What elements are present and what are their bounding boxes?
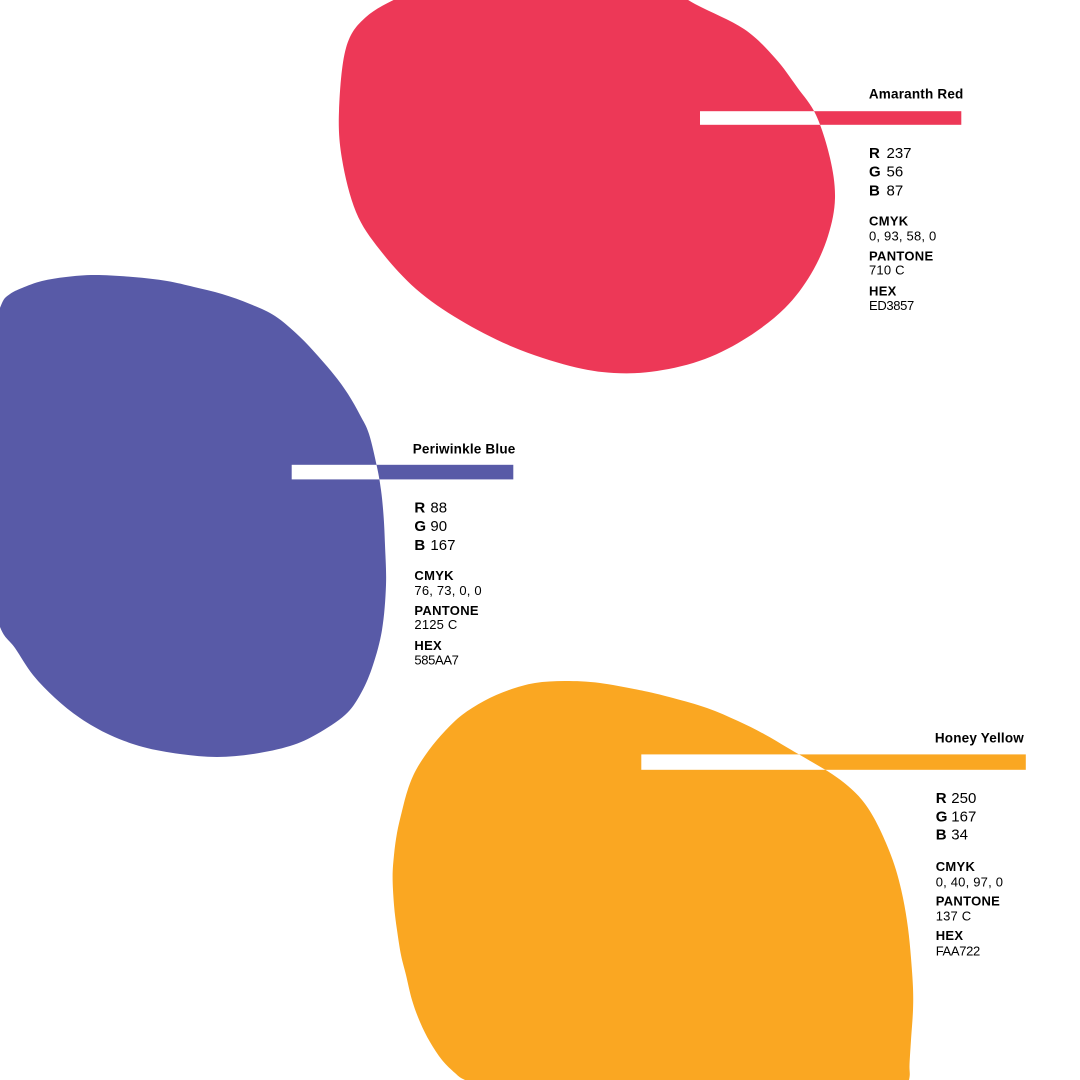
svg-text:585AA7: 585AA7	[414, 653, 458, 668]
svg-text:CMYK: CMYK	[869, 214, 909, 229]
svg-text:PANTONE: PANTONE	[414, 603, 478, 618]
svg-text:Honey Yellow: Honey Yellow	[935, 730, 1024, 745]
svg-text:FAA722: FAA722	[936, 944, 980, 959]
svg-text:710 C: 710 C	[869, 263, 905, 278]
svg-text:R88: R 88	[414, 499, 447, 516]
svg-text:0, 40, 97, 0: 0, 40, 97, 0	[936, 875, 1003, 890]
svg-text:HEX: HEX	[936, 928, 964, 943]
svg-text:2125 C: 2125 C	[414, 617, 457, 632]
svg-text:HEX: HEX	[869, 284, 897, 299]
svg-text:G90: G 90	[414, 518, 447, 535]
svg-text:Amaranth Red: Amaranth Red	[869, 86, 964, 101]
svg-text:137 C: 137 C	[936, 909, 972, 924]
svg-text:G56: G 56	[869, 164, 903, 181]
svg-text:CMYK: CMYK	[936, 859, 976, 874]
svg-text:76, 73, 0, 0: 76, 73, 0, 0	[414, 583, 481, 598]
svg-text:PANTONE: PANTONE	[936, 894, 1000, 909]
svg-text:PANTONE: PANTONE	[869, 249, 933, 264]
svg-text:HEX: HEX	[414, 638, 442, 653]
svg-text:CMYK: CMYK	[414, 568, 454, 583]
svg-text:ED3857: ED3857	[869, 298, 914, 313]
svg-text:0, 93, 58, 0: 0, 93, 58, 0	[869, 229, 936, 244]
svg-text:Periwinkle Blue: Periwinkle Blue	[413, 441, 516, 456]
svg-text:B34: B 34	[936, 827, 968, 844]
svg-text:B87: B 87	[869, 182, 903, 199]
